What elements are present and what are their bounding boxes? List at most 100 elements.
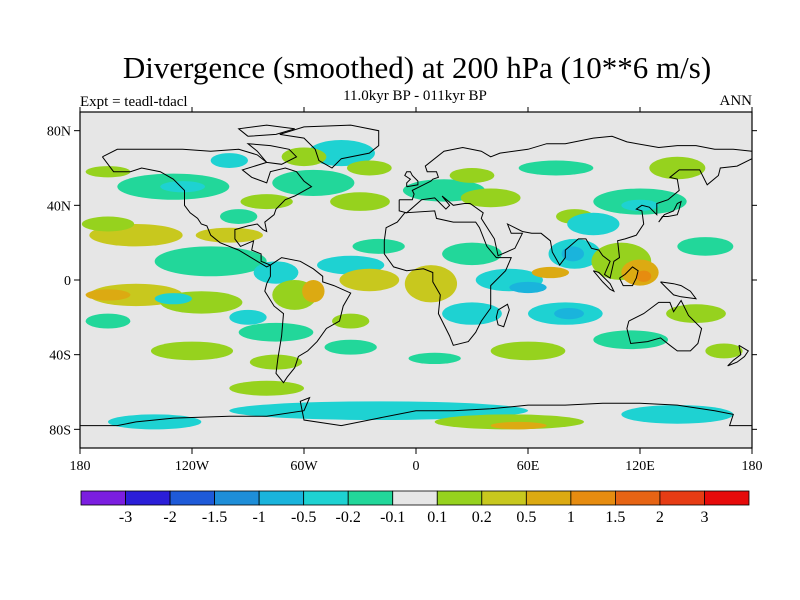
coastline-borneo <box>619 266 639 287</box>
coastline-new-zealand <box>727 344 750 367</box>
colorbar-swatch <box>392 490 438 506</box>
colorbar-swatch <box>303 490 349 506</box>
colorbar-label: 0.2 <box>472 509 492 526</box>
colorbar-label: -0.1 <box>380 509 405 526</box>
divergence-region <box>302 280 325 303</box>
lat-tick-label: 0 <box>64 274 71 289</box>
divergence-region <box>281 147 327 167</box>
divergence-region <box>210 153 248 169</box>
coastline-new-guinea <box>660 281 698 300</box>
divergence-contour-fills <box>81 140 743 430</box>
divergence-region <box>554 308 584 320</box>
divergence-region <box>567 212 620 236</box>
divergence-region <box>220 209 258 225</box>
divergence-region <box>449 168 495 183</box>
divergence-region <box>621 199 659 211</box>
colorbar-label: -0.5 <box>291 509 316 526</box>
lon-tick-label: 0 <box>413 459 420 474</box>
colorbar-label: 1 <box>567 509 575 526</box>
divergence-region <box>154 246 267 277</box>
divergence-region <box>108 414 202 430</box>
divergence-region <box>404 265 458 303</box>
divergence-region <box>636 270 652 282</box>
divergence-region <box>442 242 502 266</box>
divergence-region <box>408 352 461 364</box>
divergence-region <box>253 261 299 284</box>
divergence-region <box>666 304 726 323</box>
divergence-region <box>229 309 267 325</box>
lon-tick-label: 60E <box>517 459 540 474</box>
colorbar-label: -2 <box>163 509 176 526</box>
divergence-region <box>154 293 192 305</box>
divergence-region <box>160 181 206 193</box>
coastline-baffin <box>246 143 298 165</box>
experiment-label: Expt = teadl-tdacl <box>80 94 188 110</box>
coastline-africa <box>383 210 512 346</box>
lon-tick-label: 60W <box>290 459 318 474</box>
divergence-region <box>229 380 304 396</box>
coastline-greenland <box>279 124 380 169</box>
time-period-label: 11.0kyr BP - 011kyr BP <box>343 88 487 104</box>
divergence-region <box>509 281 547 294</box>
coastline-japan <box>658 200 682 223</box>
plot-title: Divergence (smoothed) at 200 hPa (10**6 … <box>122 50 712 85</box>
divergence-region <box>677 237 734 256</box>
divergence-region <box>621 405 734 424</box>
lon-tick-label: 180 <box>70 459 91 474</box>
divergence-region <box>195 227 263 243</box>
coastline-antarctica <box>80 396 752 427</box>
lat-tick-label: 80S <box>49 423 71 438</box>
colorbar-label: 0.1 <box>427 509 447 526</box>
colorbar-swatch <box>258 490 305 506</box>
divergence-region <box>531 266 570 279</box>
coastlines <box>80 124 752 427</box>
coastline-australia <box>626 299 703 352</box>
colorbar-swatch <box>570 490 616 506</box>
divergence-region <box>490 421 547 430</box>
divergence-region <box>518 160 594 176</box>
divergence-region <box>330 192 390 211</box>
divergence-region <box>346 160 392 176</box>
divergence-region <box>490 341 566 361</box>
colorbar-swatch <box>214 490 260 506</box>
divergence-region <box>81 216 135 232</box>
coastline-south-america <box>264 257 352 384</box>
divergence-region <box>705 343 743 359</box>
divergence-region <box>85 166 131 178</box>
colorbar-swatch <box>659 490 705 506</box>
coastline-uk <box>404 171 419 188</box>
colorbar-swatch <box>347 490 394 506</box>
lon-tick-label: 120W <box>175 459 210 474</box>
colorbar-label: 1.5 <box>605 509 625 526</box>
divergence-region <box>240 194 293 210</box>
colorbar-label: -3 <box>119 509 132 526</box>
colorbar-swatch <box>615 490 661 506</box>
divergence-region <box>352 238 405 254</box>
divergence-region <box>272 169 355 196</box>
colorbar-swatch <box>525 490 572 506</box>
colorbar-swatch <box>436 490 483 506</box>
lat-tick-label: 40S <box>49 349 71 364</box>
season-label: ANN <box>719 93 753 109</box>
colorbar-label: -0.2 <box>336 509 361 526</box>
colorbar-label: 0.5 <box>516 509 536 526</box>
divergence-region <box>229 401 529 420</box>
colorbar-swatch <box>704 490 750 506</box>
colorbar-swatch <box>125 490 171 506</box>
divergence-region <box>324 339 377 355</box>
colorbar-label: -1.5 <box>202 509 227 526</box>
coastline-eurasia <box>398 135 752 279</box>
divergence-region <box>150 341 234 361</box>
colorbar-label: -1 <box>252 509 265 526</box>
divergence-region <box>339 268 400 292</box>
coastline-madagascar <box>495 303 510 328</box>
colorbar-swatch <box>169 490 215 506</box>
divergence-region <box>649 156 706 180</box>
coastline-north-america <box>101 148 313 268</box>
divergence-region <box>85 289 131 301</box>
lon-tick-label: 120E <box>625 459 655 474</box>
divergence-region <box>442 302 502 325</box>
colorbar-swatch <box>80 490 126 506</box>
lat-tick-label: 80N <box>47 125 71 140</box>
